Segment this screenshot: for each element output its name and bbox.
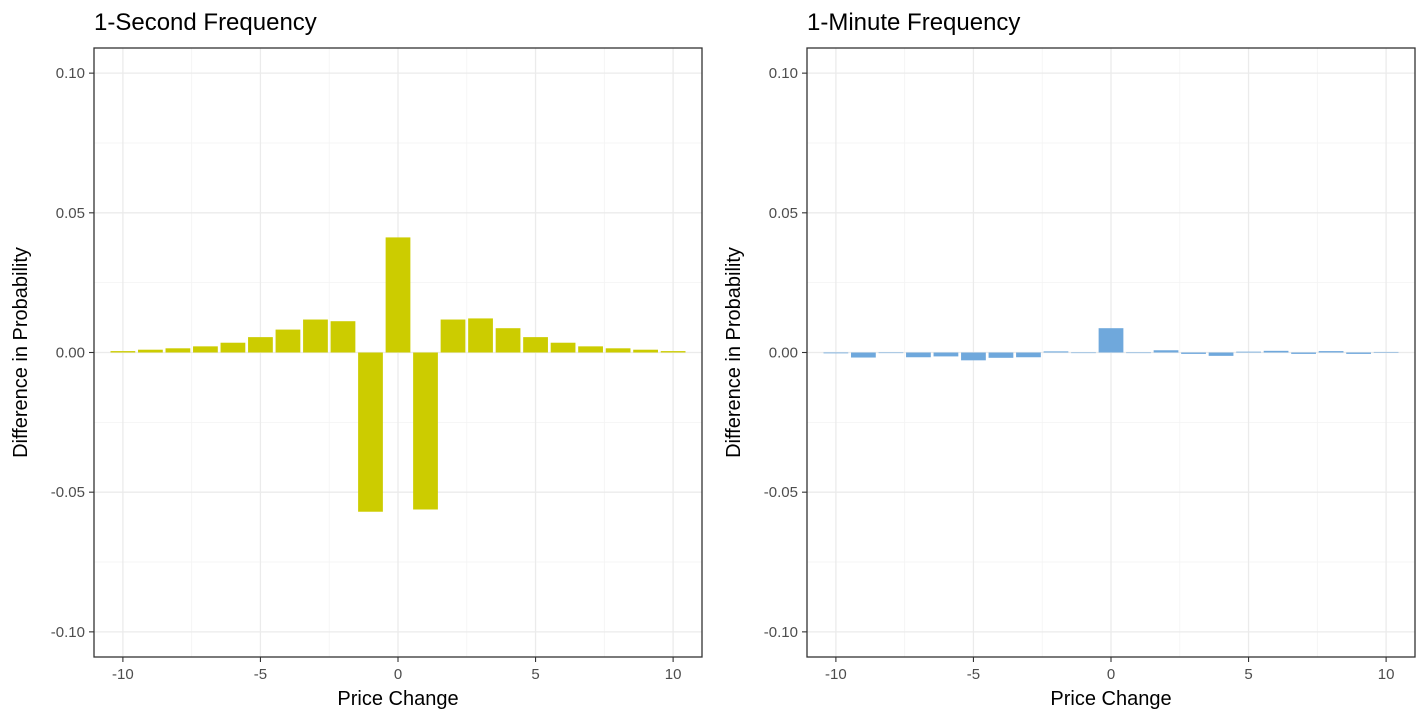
bar bbox=[193, 346, 218, 353]
bar bbox=[523, 337, 548, 353]
x-tick-label: 5 bbox=[531, 666, 539, 683]
bar bbox=[961, 352, 986, 361]
bar bbox=[851, 352, 876, 358]
y-tick-label: -0.10 bbox=[51, 624, 85, 641]
bar bbox=[275, 329, 301, 353]
bar bbox=[1126, 352, 1151, 354]
bar bbox=[878, 352, 904, 354]
bar bbox=[358, 352, 383, 512]
bar bbox=[1208, 352, 1234, 356]
x-tick-label: 5 bbox=[1244, 666, 1252, 683]
x-axis-title: Price Change bbox=[337, 688, 458, 710]
bar bbox=[1016, 352, 1041, 358]
bar bbox=[823, 352, 849, 354]
bar bbox=[906, 352, 931, 358]
chart-title: 1-Second Frequency bbox=[94, 9, 317, 36]
bar bbox=[1318, 351, 1344, 353]
bar bbox=[110, 351, 136, 353]
chart-title: 1-Minute Frequency bbox=[807, 9, 1020, 36]
bar bbox=[633, 349, 658, 353]
y-tick-label: 0.00 bbox=[56, 345, 85, 362]
y-tick-label: 0.10 bbox=[56, 65, 85, 82]
bars bbox=[110, 237, 686, 512]
x-tick-label: -5 bbox=[967, 666, 980, 683]
y-tick-label: -0.05 bbox=[51, 484, 85, 501]
bar bbox=[138, 349, 163, 353]
bar bbox=[1153, 350, 1179, 353]
bar bbox=[413, 352, 438, 510]
y-tick-label: 0.00 bbox=[769, 345, 798, 362]
y-tick-label: 0.10 bbox=[769, 65, 798, 82]
bar bbox=[988, 352, 1014, 358]
y-tick-label: -0.10 bbox=[764, 624, 798, 641]
bar bbox=[1181, 352, 1206, 354]
y-tick-label: 0.05 bbox=[56, 205, 85, 222]
bar bbox=[605, 348, 631, 353]
bar bbox=[1291, 352, 1316, 354]
bar bbox=[303, 319, 328, 353]
bar bbox=[248, 337, 273, 353]
x-tick-label: -5 bbox=[254, 666, 267, 683]
x-tick-label: 10 bbox=[1378, 666, 1395, 683]
bar bbox=[1236, 351, 1261, 353]
y-tick-label: 0.05 bbox=[769, 205, 798, 222]
y-tick-label: -0.05 bbox=[764, 484, 798, 501]
bar bbox=[550, 342, 576, 353]
x-axis-title: Price Change bbox=[1050, 688, 1171, 710]
x-tick-label: 0 bbox=[394, 666, 402, 683]
bar bbox=[660, 351, 686, 353]
bar bbox=[933, 352, 959, 357]
bar bbox=[220, 342, 246, 353]
ticks: -0.10 -0.05 0.00 0.05 0.10 -10 -5 0 5 10 bbox=[51, 65, 682, 683]
bar bbox=[468, 318, 493, 353]
chart-1-minute: 1-Minute Frequency -0.10 -0.05 0.00 0.05 0.1… bbox=[723, 9, 1416, 710]
bar bbox=[495, 328, 521, 353]
y-axis-title: Difference in Probability bbox=[10, 247, 32, 458]
bar bbox=[1043, 351, 1069, 353]
bar bbox=[440, 319, 466, 353]
x-tick-label: 10 bbox=[665, 666, 682, 683]
bar bbox=[1098, 328, 1124, 353]
chart-1-second: 1-Second Frequency -0.10 -0.05 0.00 0.05 0.1… bbox=[10, 9, 703, 710]
bar bbox=[165, 348, 191, 353]
bar bbox=[385, 237, 411, 353]
x-tick-label: -10 bbox=[825, 666, 847, 683]
ticks: -0.10 -0.05 0.00 0.05 0.10 -10 -5 0 5 10 bbox=[764, 65, 1395, 683]
bar bbox=[1263, 350, 1289, 353]
y-axis-title: Difference in Probability bbox=[723, 247, 745, 458]
bar bbox=[1373, 351, 1399, 353]
x-tick-label: -10 bbox=[112, 666, 134, 683]
x-tick-label: 0 bbox=[1107, 666, 1115, 683]
bar bbox=[578, 346, 603, 353]
bars bbox=[823, 328, 1399, 361]
bar bbox=[330, 321, 356, 353]
bar bbox=[1071, 352, 1096, 354]
bar bbox=[1346, 352, 1371, 354]
